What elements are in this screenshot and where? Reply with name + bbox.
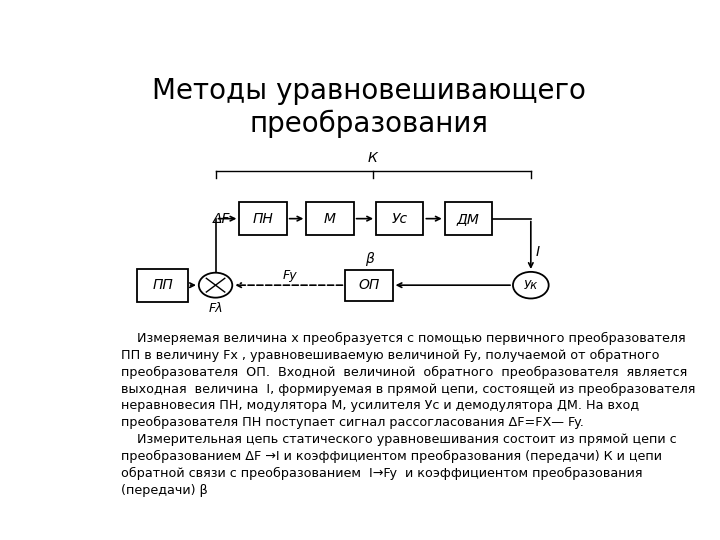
Text: ОП: ОП bbox=[359, 278, 379, 292]
Text: β: β bbox=[364, 253, 374, 266]
Bar bbox=[346, 269, 392, 301]
Text: I: I bbox=[535, 245, 539, 259]
Bar bbox=[239, 202, 287, 235]
Text: Методы уравновешивающего
преобразования: Методы уравновешивающего преобразования bbox=[152, 77, 586, 138]
Text: Fλ: Fλ bbox=[208, 302, 223, 315]
Bar bbox=[376, 202, 423, 235]
Bar bbox=[445, 202, 492, 235]
Text: Ус: Ус bbox=[392, 212, 408, 226]
Ellipse shape bbox=[513, 272, 549, 299]
Text: Измеряемая величина x преобразуется с помощью первичного преобразователя
ПП в ве: Измеряемая величина x преобразуется с по… bbox=[121, 332, 695, 497]
Ellipse shape bbox=[199, 273, 233, 298]
Text: ПН: ПН bbox=[253, 212, 274, 226]
Text: ДМ: ДМ bbox=[457, 212, 480, 226]
Bar bbox=[306, 202, 354, 235]
Text: М: М bbox=[324, 212, 336, 226]
Bar bbox=[138, 268, 188, 302]
Text: ΔF: ΔF bbox=[213, 212, 230, 226]
Text: ПП: ПП bbox=[152, 278, 173, 292]
Text: К: К bbox=[368, 151, 378, 165]
Text: Fу: Fу bbox=[282, 269, 297, 282]
Text: Ук: Ук bbox=[523, 279, 538, 292]
